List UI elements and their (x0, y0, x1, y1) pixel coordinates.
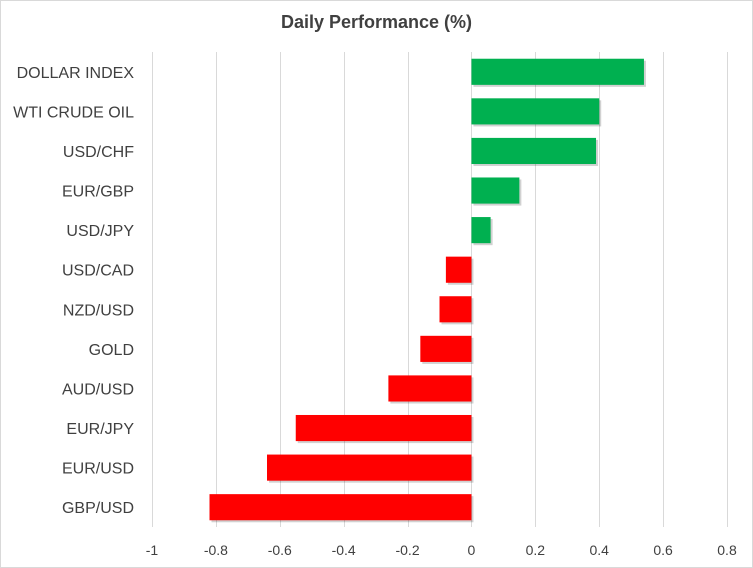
x-tick-label: -0.4 (332, 542, 356, 558)
bar-gold: GOLD: -0.16 (420, 335, 472, 362)
bar-gbp-usd: GBP/USD: -0.82 (209, 494, 472, 521)
category-label: WTI CRUDE OIL (13, 104, 134, 121)
bar-usd-jpy: USD/JPY: 0.06 (471, 217, 491, 244)
bar-nzd-usd: NZD/USD: -0.1 (439, 296, 472, 323)
category-label: NZD/USD (63, 302, 134, 319)
x-tick-label: 0.6 (653, 542, 673, 558)
category-label: EUR/USD (62, 461, 134, 478)
bar-usd-cad: USD/CAD: -0.08 (445, 256, 472, 283)
chart-title: Daily Performance (%) (280, 12, 473, 32)
category-label: USD/JPY (66, 223, 134, 240)
category-label: DOLLAR INDEX (17, 65, 135, 82)
x-tick-label: 0.2 (526, 542, 546, 558)
bar-eur-usd: EUR/USD: -0.64 (267, 454, 472, 481)
category-label: USD/CHF (63, 144, 134, 161)
category-label: EUR/GBP (62, 184, 134, 201)
x-tick-label: -0.2 (395, 542, 419, 558)
x-tick-label: -1 (146, 542, 159, 558)
bar-eur-jpy: EUR/JPY: -0.55 (295, 414, 472, 442)
bar-dollar-index: DOLLAR INDEX: 0.54 (471, 58, 644, 85)
category-label: USD/CAD (62, 263, 134, 280)
x-axis-ticks: -1 -0.8 -0.6 -0.4 -0.2 0 0.2 0.4 0.6 0.8 (146, 542, 737, 558)
category-label: GBP/USD (62, 500, 134, 517)
gridlines (152, 52, 728, 527)
category-labels: DOLLAR INDEX WTI CRUDE OIL USD/CHF EUR/GBP U… (13, 65, 134, 517)
category-label: AUD/USD (62, 381, 134, 398)
x-tick-label: 0 (468, 542, 476, 558)
bars: DOLLAR INDEX: 0.54 WTI CRUDE OIL: 0.4 USD/… (209, 58, 646, 523)
x-tick-label: -0.8 (204, 542, 228, 558)
x-tick-label: -0.6 (268, 542, 292, 558)
bar-wti-crude-oil: WTI CRUDE OIL: 0.4 (471, 98, 600, 125)
bar-aud-usd: AUD/USD: -0.26 (388, 375, 472, 402)
category-label: GOLD (89, 342, 134, 359)
bar-usd-chf: USD/CHF: 0.39 (471, 137, 597, 165)
x-tick-label: 0.8 (717, 542, 737, 558)
category-label: EUR/JPY (66, 421, 134, 438)
bar-eur-gbp: EUR/GBP: 0.15 (471, 177, 520, 204)
x-tick-label: 0.4 (589, 542, 609, 558)
